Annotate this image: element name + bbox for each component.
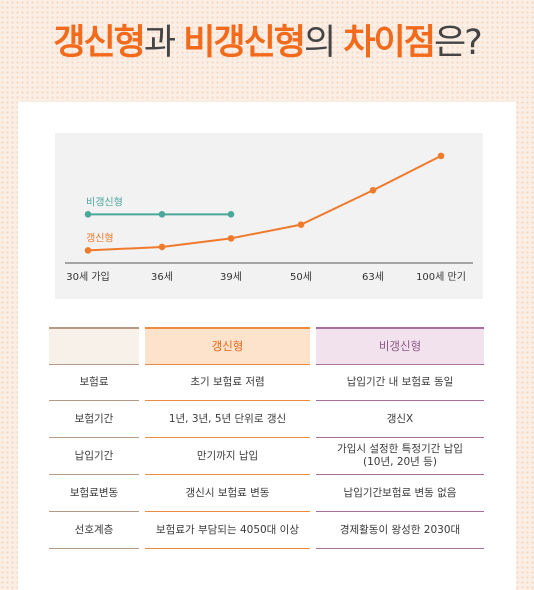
renewable-cell: 갱신시 보험료 변동 (145, 475, 310, 512)
data-point (84, 211, 92, 218)
renewable-cell: 1년, 3년, 5년 단위로 갱신 (145, 401, 310, 438)
data-point (297, 221, 305, 228)
x-tick-label: 100세 만기 (416, 271, 466, 283)
data-point (437, 152, 445, 160)
header-cell-nonrenewable: 비갱신형 (316, 326, 484, 365)
data-point (84, 247, 92, 254)
chart-panel (55, 133, 483, 299)
table-row: 보험료변동 갱신시 보험료 변동 납입기간보험료 변동 없음 (49, 475, 484, 512)
x-tick-label: 63세 (362, 271, 384, 283)
title-word-renewable: 갱신형 (53, 23, 146, 63)
title-particle-3: 은? (433, 23, 483, 63)
row-label: 보험료변동 (49, 475, 139, 512)
series-line-renewable (87, 154, 442, 252)
row-label: 선호계층 (49, 512, 139, 549)
title-particle-1: 과 (143, 23, 184, 63)
table-header-row: 갱신형 비갱신형 (49, 326, 484, 365)
data-point (227, 235, 235, 242)
nonrenewable-cell: 가입시 설정한 특정기간 납입 (10년, 20년 등) (316, 438, 484, 475)
renewable-cell: 만기까지 납입 (145, 438, 310, 475)
title-particle-2: 의 (304, 23, 344, 63)
nonrenewable-cell: 경제활동이 왕성한 2030대 (316, 512, 484, 549)
series-label: 갱신형 (86, 232, 114, 244)
data-point (158, 211, 166, 218)
data-point (158, 243, 166, 251)
x-tick-label: 39세 (220, 271, 242, 283)
x-tick-label: 30세 가입 (66, 270, 110, 283)
table-row: 선호계층 보험료가 부담되는 4050대 이상 경제활동이 왕성한 2030대 (49, 512, 484, 549)
nonrenewable-cell: 납입기간 내 보험료 동일 (316, 364, 484, 401)
header-cell-blank (49, 326, 139, 365)
table-row: 보험료 초기 보험료 저렴 납입기간 내 보험료 동일 (49, 364, 484, 401)
title-word-nonrenewable: 비갱신형 (183, 23, 306, 63)
series-label: 비갱신형 (86, 196, 123, 208)
title-word-difference: 차이점 (343, 23, 436, 63)
data-point (227, 211, 235, 218)
line-chart: 30세 가입 36세 39세 50세 63세 100세 만기 갱신형 비갱신형 (65, 152, 473, 283)
table-row: 보험기간 1년, 3년, 5년 단위로 갱신 갱신X (49, 401, 484, 438)
row-label: 납입기간 (49, 438, 139, 475)
renewable-cell: 보험료가 부담되는 4050대 이상 (145, 512, 310, 549)
data-point (369, 186, 377, 194)
table-row: 납입기간 만기까지 납입 가입시 설정한 특정기간 납입 (10년, 20년 등… (49, 438, 484, 475)
nonrenewable-cell: 갱신X (316, 401, 484, 438)
page-title: 갱신형과 비갱신형의 차이점은? (0, 0, 534, 100)
nonrenewable-cell: 납입기간보험료 변동 없음 (316, 475, 484, 512)
comparison-table: 갱신형 비갱신형 보험료 초기 보험료 저렴 납입기간 내 보험료 동일 보험기… (49, 326, 484, 549)
header-cell-renewable: 갱신형 (145, 326, 310, 365)
x-tick-label: 50세 (290, 271, 312, 283)
row-label: 보험료 (49, 364, 139, 401)
row-label: 보험기간 (49, 401, 139, 438)
renewable-cell: 초기 보험료 저렴 (145, 364, 310, 401)
x-tick-label: 36세 (151, 271, 173, 283)
